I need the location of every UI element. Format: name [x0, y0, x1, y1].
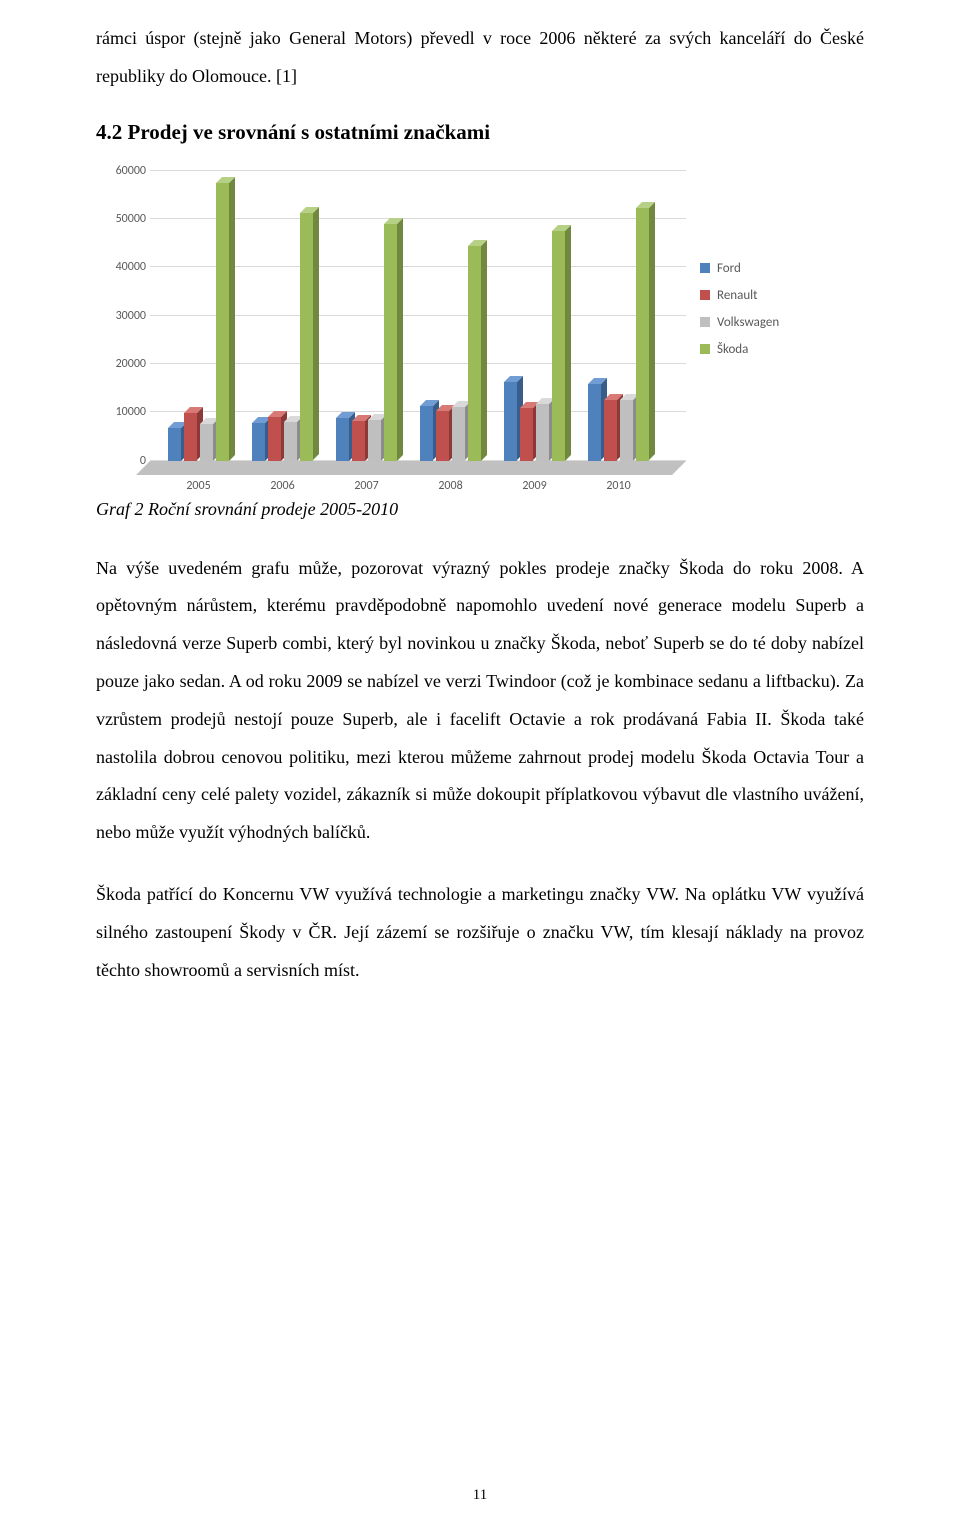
page-number: 11 [473, 1487, 487, 1504]
bar [552, 231, 565, 461]
bar [452, 407, 465, 460]
bar [620, 400, 633, 461]
legend: Ford Renault Volkswagen Škoda [686, 171, 806, 491]
legend-item: Škoda [700, 342, 806, 357]
legend-swatch [700, 290, 710, 300]
x-tick-label: 2005 [186, 479, 210, 493]
y-tick-label: 10000 [116, 405, 146, 419]
grid-area: 2005 2006 2007 2008 2009 2010 [150, 171, 686, 461]
legend-label: Volkswagen [717, 315, 779, 330]
bar [336, 418, 349, 461]
bar-cluster: 2009 [504, 171, 565, 461]
bar [504, 382, 517, 460]
bar [468, 246, 481, 461]
section-heading: 4.2 Prodej ve srovnání s ostatními značk… [96, 120, 864, 145]
bar [536, 404, 549, 461]
chart-floor [136, 461, 686, 475]
bar [352, 421, 365, 461]
y-tick-label: 50000 [116, 212, 146, 226]
bar [368, 420, 381, 461]
legend-item: Renault [700, 288, 806, 303]
chart-plot: 0100002000030000400005000060000 20052006… [96, 171, 686, 491]
x-tick-label: 2007 [354, 479, 378, 493]
y-tick-label: 30000 [116, 309, 146, 323]
bar [384, 224, 397, 461]
legend-item: Volkswagen [700, 315, 806, 330]
y-tick-label: 40000 [116, 260, 146, 274]
bar [216, 183, 229, 461]
y-axis: 0100002000030000400005000060000 [96, 171, 150, 461]
x-tick-label: 2006 [270, 479, 294, 493]
bar [300, 213, 313, 460]
bar [168, 428, 181, 461]
bar [604, 400, 617, 460]
bar [520, 408, 533, 460]
legend-label: Škoda [717, 342, 748, 357]
body-paragraph-2: Škoda patřící do Koncernu VW využívá tec… [96, 876, 864, 989]
intro-paragraph: rámci úspor (stejně jako General Motors)… [96, 20, 864, 96]
y-tick-label: 60000 [116, 164, 146, 178]
bar [420, 406, 433, 460]
bar [268, 417, 281, 461]
bar-cluster: 2010 [588, 171, 649, 461]
bar [184, 413, 197, 460]
bar-cluster: 2006 [252, 171, 313, 461]
chart-caption: Graf 2 Roční srovnání prodeje 2005-2010 [96, 499, 864, 520]
legend-swatch [700, 263, 710, 273]
legend-label: Renault [717, 288, 758, 303]
body-paragraph-1: Na výše uvedeném grafu může, pozorovat v… [96, 550, 864, 852]
legend-swatch [700, 317, 710, 327]
legend-item: Ford [700, 261, 806, 276]
legend-swatch [700, 344, 710, 354]
y-tick-label: 20000 [116, 357, 146, 371]
x-tick-label: 2009 [522, 479, 546, 493]
bar-cluster: 2007 [336, 171, 397, 461]
bar [252, 423, 265, 461]
chart-container: 0100002000030000400005000060000 20052006… [96, 171, 836, 491]
bar [436, 411, 449, 461]
bar [284, 422, 297, 461]
x-tick-label: 2008 [438, 479, 462, 493]
bar [636, 208, 649, 460]
bar [588, 384, 601, 460]
bar-cluster: 2008 [420, 171, 481, 461]
legend-label: Ford [717, 261, 741, 276]
bar-cluster: 2005 [168, 171, 229, 461]
bar [200, 424, 213, 461]
x-tick-label: 2010 [606, 479, 630, 493]
